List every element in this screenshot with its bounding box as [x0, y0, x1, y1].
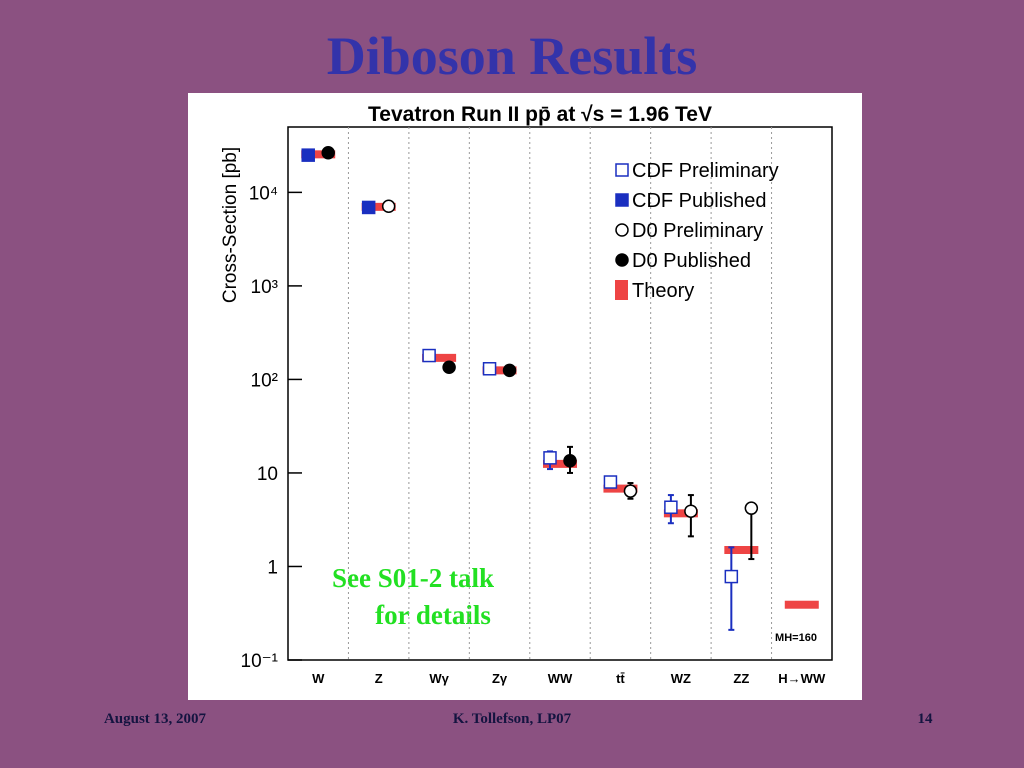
- slide-title: Diboson Results: [327, 26, 698, 86]
- x-tick-label: WW: [548, 671, 573, 686]
- data-point: [784, 600, 819, 609]
- chart-title: Tevatron Run II pp̄ at √s = 1.96 TeV: [368, 103, 712, 126]
- footer-page: 14: [918, 711, 934, 727]
- data-point: [301, 148, 315, 162]
- data-point: [301, 150, 336, 159]
- legend-label: CDF Published: [632, 190, 767, 212]
- x-tick-label: Wγ: [429, 671, 449, 686]
- chart-panel: [188, 93, 862, 700]
- data-point: [603, 475, 618, 489]
- legend-marker: [615, 280, 628, 300]
- y-tick-label: 10³: [251, 277, 278, 298]
- y-tick-label: 10: [257, 464, 278, 485]
- data-point: [422, 353, 457, 362]
- y-tick-label: 10⁻¹: [241, 651, 279, 672]
- legend-label: CDF Preliminary: [632, 160, 779, 182]
- plot-frame: [287, 126, 833, 661]
- data-point: [664, 500, 678, 514]
- legend-marker: [615, 193, 629, 207]
- data-point: [724, 546, 759, 555]
- x-tick-label: W: [312, 671, 325, 686]
- data-point: [744, 501, 759, 515]
- footer-date: August 13, 2007: [104, 711, 207, 727]
- legend-label: Theory: [632, 280, 694, 302]
- annotation: See S01-2 talk: [332, 563, 494, 593]
- legend-label: D0 Preliminary: [632, 220, 763, 242]
- data-point: [361, 200, 376, 215]
- x-tick-label: tt̄: [616, 671, 625, 686]
- x-tick-label: WZ: [671, 671, 691, 686]
- x-tick-label: Zγ: [492, 671, 508, 686]
- x-tick-label: Z: [375, 671, 383, 686]
- data-point: [663, 509, 698, 518]
- y-axis-label: Cross-Section [pb]: [220, 147, 241, 303]
- legend-marker: [615, 253, 629, 267]
- data-point: [684, 504, 698, 518]
- y-tick-label: 1: [267, 557, 278, 578]
- data-point: [724, 569, 739, 584]
- data-point: [361, 202, 396, 211]
- data-point: [563, 454, 577, 468]
- legend-marker: [615, 223, 629, 237]
- y-tick-label: 10⁴: [249, 183, 278, 204]
- footer-author: K. Tollefson, LP07: [453, 711, 572, 727]
- annotation: MH=160: [775, 632, 817, 644]
- data-point: [482, 366, 517, 375]
- data-point: [422, 348, 436, 363]
- data-point: [623, 484, 638, 498]
- data-point: [381, 199, 396, 214]
- annotation: for details: [375, 600, 491, 630]
- data-point: [502, 363, 517, 378]
- data-point: [543, 451, 557, 465]
- data-point: [482, 362, 497, 376]
- data-point: [543, 459, 577, 468]
- x-tick-label: ZZ: [733, 671, 749, 686]
- legend-label: D0 Published: [632, 250, 751, 272]
- data-point: [321, 146, 335, 160]
- y-tick-label: 10²: [251, 370, 278, 391]
- legend-marker: [615, 163, 629, 177]
- data-point: [442, 360, 456, 374]
- x-tick-label: H→WW: [778, 671, 826, 686]
- data-point: [603, 484, 638, 493]
